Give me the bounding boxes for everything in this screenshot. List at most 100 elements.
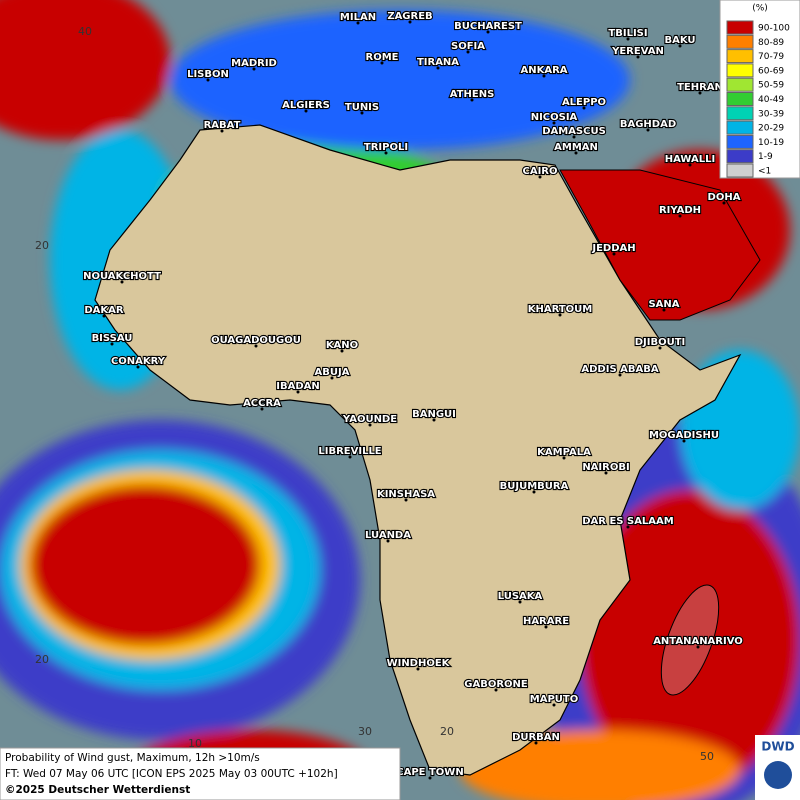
city-dot	[432, 418, 436, 422]
city-label: DURBAN	[512, 732, 560, 743]
city-dot	[110, 342, 114, 346]
legend-label: 40-49	[758, 95, 784, 105]
city-label: LIBREVILLE	[318, 446, 381, 457]
city-label: KANO	[326, 340, 358, 351]
city-label: NICOSIA	[531, 112, 578, 123]
city-label: BISSAU	[92, 333, 133, 344]
city-dot	[636, 55, 640, 59]
grid-label: 40	[78, 25, 92, 38]
legend-swatch	[726, 120, 754, 135]
city-dot	[384, 151, 388, 155]
madagascar	[660, 584, 720, 696]
city-dot	[120, 280, 124, 284]
city-dot	[252, 67, 256, 71]
city-dot	[722, 201, 726, 205]
city-dot	[626, 37, 630, 41]
logo: DWD	[761, 740, 794, 754]
legend-swatch	[726, 134, 754, 149]
city-dot	[102, 314, 106, 318]
city-dot	[572, 135, 576, 139]
city-dot	[544, 625, 548, 629]
city-dot	[416, 667, 420, 671]
city-label: TEHRAN	[677, 82, 723, 93]
city-label: YAOUNDE	[342, 414, 397, 425]
city-dot	[254, 344, 258, 348]
city-label: HAWALLI	[665, 154, 715, 165]
legend-label: 20-29	[758, 124, 784, 134]
city-label: BAKU	[664, 35, 695, 46]
grid-label: 30	[358, 725, 372, 738]
grid-label: 20	[35, 239, 49, 252]
city-dot	[136, 365, 140, 369]
city-label: YEREVAN	[611, 46, 664, 57]
city-label: ALGIERS	[282, 100, 330, 111]
city-dot	[428, 776, 432, 780]
city-dot	[380, 61, 384, 65]
city-label: CAPE TOWN	[396, 767, 463, 778]
footer-title: Probability of Wind gust, Maximum, 12h >…	[5, 752, 260, 764]
city-label: DJIBOUTI	[635, 337, 686, 348]
city-dot	[658, 346, 662, 350]
city-label: ZAGREB	[387, 11, 432, 22]
city-label: DAR ES SALAAM	[582, 516, 674, 527]
legend-swatch	[726, 20, 754, 35]
city-dot	[518, 600, 522, 604]
city-label: OUAGADOUGOU	[211, 335, 301, 346]
city-label: ALEPPO	[562, 97, 606, 108]
city-dot	[386, 539, 390, 543]
city-dot	[582, 106, 586, 110]
grid-label: 20	[35, 653, 49, 666]
city-label: RIYADH	[659, 205, 701, 216]
legend-swatch	[726, 106, 754, 121]
city-dot	[330, 376, 334, 380]
city-label: LISBON	[187, 69, 229, 80]
city-label: TRIPOLI	[364, 142, 408, 153]
city-dot	[466, 50, 470, 54]
city-dot	[552, 121, 556, 125]
city-label: WINDHOEK	[387, 658, 451, 669]
city-label: MILAN	[340, 12, 376, 23]
city-dot	[348, 455, 352, 459]
legend-title: (%)	[752, 4, 768, 14]
city-dot	[206, 78, 210, 82]
city-label: ANKARA	[520, 65, 567, 76]
city-dot	[404, 498, 408, 502]
city-dot	[260, 407, 264, 411]
city-label: NOUAKCHOTT	[83, 271, 161, 282]
legend-swatch	[726, 77, 754, 92]
grid-label: 10	[188, 737, 202, 750]
city-label: BANGUI	[412, 409, 456, 420]
legend-label: 90-100	[758, 24, 790, 34]
city-label: BUJUMBURA	[500, 481, 569, 492]
city-label: NAIROBI	[582, 462, 629, 473]
city-dot	[340, 349, 344, 353]
city-label: ADDIS ABABA	[581, 364, 658, 375]
legend-label: 60-69	[758, 66, 784, 76]
legend-label: 50-59	[758, 81, 784, 91]
city-dot	[356, 21, 360, 25]
arabia	[559, 169, 761, 321]
city-dot	[604, 471, 608, 475]
city-dot	[494, 688, 498, 692]
city-dot	[470, 98, 474, 102]
city-dot	[552, 703, 556, 707]
city-dot	[678, 44, 682, 48]
city-label: TUNIS	[345, 102, 379, 113]
legend-swatch	[726, 163, 754, 178]
city-dot	[542, 74, 546, 78]
city-dot	[688, 163, 692, 167]
city-label: ATHENS	[450, 89, 495, 100]
city-dot	[368, 423, 372, 427]
grid-label: 20	[440, 725, 454, 738]
city-label: LUANDA	[365, 530, 411, 541]
city-label: ANTANANARIVO	[653, 636, 743, 647]
city-dot	[532, 490, 536, 494]
city-label: AMMAN	[554, 142, 598, 153]
city-label: ABUJA	[315, 367, 350, 378]
legend-swatch	[726, 63, 754, 78]
city-label: DAKAR	[84, 305, 124, 316]
city-label: HARARE	[523, 616, 569, 627]
footer-forecast: FT: Wed 07 May 06 UTC [ICON EPS 2025 May…	[5, 768, 338, 780]
city-label: BAGHDAD	[620, 119, 676, 130]
